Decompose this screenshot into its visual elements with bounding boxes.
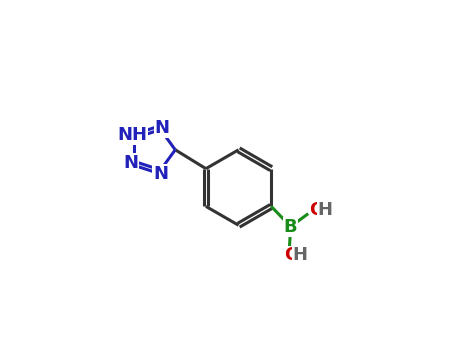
Text: H: H [292, 246, 307, 265]
Text: N: N [153, 165, 168, 183]
Text: B: B [284, 218, 298, 236]
Text: NH: NH [117, 126, 147, 144]
Text: N: N [123, 154, 138, 172]
Text: N: N [155, 119, 170, 137]
Text: H: H [317, 201, 332, 219]
Text: O: O [284, 246, 300, 265]
Text: O: O [309, 201, 325, 219]
